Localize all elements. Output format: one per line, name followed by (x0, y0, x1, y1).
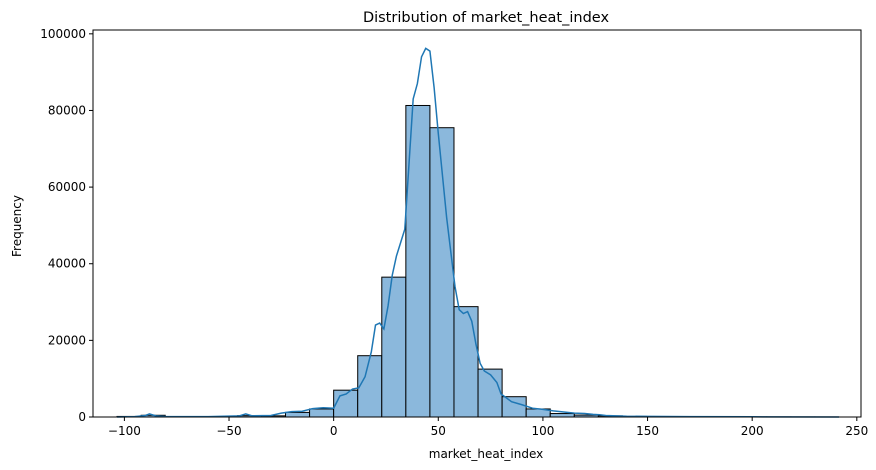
chart-title: Distribution of market_heat_index (363, 10, 610, 26)
x-axis-label: market_heat_index (429, 447, 543, 461)
x-tick-label: 50 (431, 424, 446, 438)
histogram-bar (453, 306, 479, 418)
x-tick-label: 0 (330, 424, 338, 438)
histogram-bar (309, 408, 335, 418)
y-axis-label: Frequency (10, 195, 24, 257)
axes (92, 29, 862, 418)
y-tick-label: 40000 (48, 257, 86, 271)
histogram-bar (501, 396, 527, 418)
x-tick-label: −100 (108, 424, 141, 438)
x-tick-label: 250 (845, 424, 868, 438)
y-tick-label: 80000 (48, 103, 86, 117)
x-tick-label: 150 (636, 424, 659, 438)
x-tick-label: 200 (741, 424, 764, 438)
histogram-bar (285, 411, 311, 418)
histogram-bars (116, 104, 840, 418)
histogram-bar (357, 355, 383, 418)
kde-line (117, 47, 840, 418)
x-tick-label: 100 (531, 424, 554, 438)
histogram-bar (549, 413, 575, 418)
x-axis-ticks: −100 −50 0 50 100 150 200 250 (108, 417, 868, 438)
y-tick-label: 0 (78, 410, 86, 424)
histogram-bar (477, 368, 503, 418)
y-tick-label: 100000 (40, 27, 86, 41)
y-axis-ticks: 0 20000 40000 60000 80000 100000 (40, 27, 93, 424)
x-tick-label: −50 (216, 424, 241, 438)
y-tick-label: 20000 (48, 333, 86, 347)
histogram-bar (381, 276, 407, 418)
y-tick-label: 60000 (48, 180, 86, 194)
plot-frame (92, 29, 862, 418)
